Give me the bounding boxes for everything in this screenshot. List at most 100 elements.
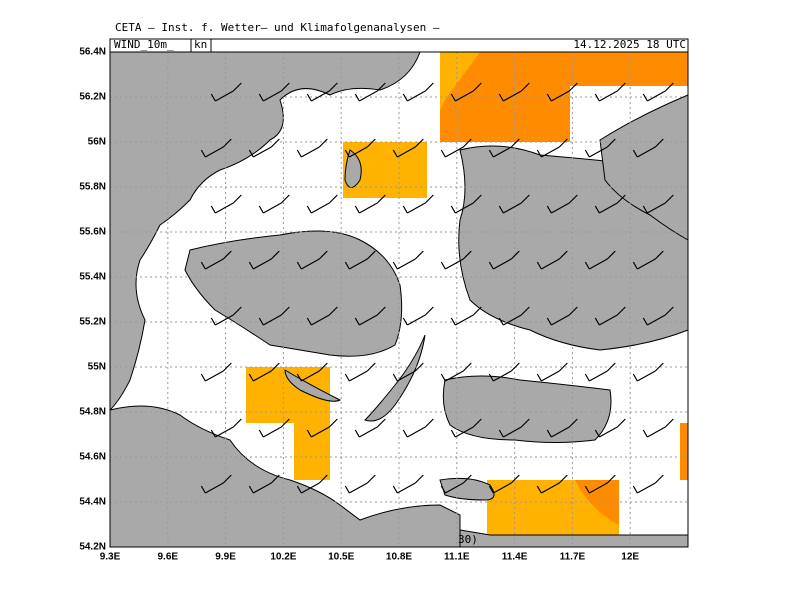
wind-barb <box>210 306 242 326</box>
wind-barb <box>344 474 376 494</box>
wind-barb <box>536 250 568 270</box>
wind-barb <box>498 418 530 438</box>
wind-barb <box>632 138 664 158</box>
wind-barb <box>210 82 242 102</box>
wind-barb <box>440 474 472 494</box>
wind-barb <box>642 306 674 326</box>
wind-barb <box>392 138 424 158</box>
wind-barb <box>450 194 482 214</box>
wind-barb <box>296 250 328 270</box>
wind-shade <box>570 52 688 86</box>
wind-barb <box>392 250 424 270</box>
lat-label: 55.8N <box>79 182 106 193</box>
wind-barb <box>488 362 520 382</box>
map-area <box>109 51 689 548</box>
wind-barb <box>642 418 674 438</box>
lat-label: 54.4N <box>79 497 106 508</box>
header-title: CETA – Inst. f. Wetter– und Klimafolgena… <box>115 21 440 34</box>
lon-label: 11.4E <box>502 552 528 563</box>
wind-barb <box>440 362 472 382</box>
wind-barb <box>200 362 232 382</box>
wind-barb <box>306 306 338 326</box>
wind-barb <box>258 194 290 214</box>
wind-barb <box>632 250 664 270</box>
wind-barb <box>632 362 664 382</box>
wind-barb <box>594 82 626 102</box>
wind-barb <box>402 194 434 214</box>
wind-barb <box>354 194 386 214</box>
wind-barb <box>248 362 280 382</box>
wind-barb <box>306 194 338 214</box>
wind-shade <box>294 423 330 480</box>
land-jutland <box>109 51 421 412</box>
wind-barb <box>258 418 290 438</box>
land-sweden <box>599 94 689 241</box>
lon-label: 9.6E <box>158 552 179 563</box>
wind-barb <box>584 474 616 494</box>
wind-barb <box>248 474 280 494</box>
wind-barb <box>354 82 386 102</box>
lon-label: 12E <box>621 552 639 563</box>
wind-barb <box>306 418 338 438</box>
lat-label: 54.8N <box>79 407 106 418</box>
grid <box>110 52 688 547</box>
wind-barb <box>354 306 386 326</box>
wind-barb <box>210 418 242 438</box>
lat-label: 56.4N <box>79 47 106 58</box>
datetime: 14.12.2025 18 UTC <box>573 38 686 51</box>
wind-barb <box>258 82 290 102</box>
wind-barb <box>642 82 674 102</box>
header-bar <box>109 38 689 53</box>
wind-barb <box>594 418 626 438</box>
wind-barb <box>248 138 280 158</box>
lon-label: 9.3E <box>100 552 121 563</box>
land-langeland <box>364 334 426 422</box>
wind-barb <box>536 474 568 494</box>
land-alsaeroe <box>284 369 342 402</box>
lat-label: 56.2N <box>79 92 106 103</box>
wind-barb <box>200 250 232 270</box>
wind-barb <box>488 250 520 270</box>
lon-label: 9.9E <box>215 552 236 563</box>
lat-label: 56N <box>88 137 106 148</box>
wind-barb <box>642 194 674 214</box>
wind-barb <box>546 82 578 102</box>
wind-barb <box>498 194 530 214</box>
lat-label: 54.2N <box>79 542 106 553</box>
wind-barb <box>488 474 520 494</box>
wind-barb <box>258 306 290 326</box>
wind-barb <box>248 250 280 270</box>
wind-barb <box>546 194 578 214</box>
wind-barb <box>498 306 530 326</box>
lat-label: 55.4N <box>79 272 106 283</box>
wind-barb <box>498 82 530 102</box>
land-fehmarn <box>439 477 495 501</box>
wind-barb <box>450 82 482 102</box>
wind-barb <box>488 138 520 158</box>
lon-label: 11.1E <box>444 552 470 563</box>
lat-label: 55N <box>88 362 106 373</box>
wind-barb <box>344 362 376 382</box>
wind-barbs <box>200 82 674 494</box>
lat-label: 55.6N <box>79 227 106 238</box>
wind-barb <box>306 82 338 102</box>
wind-barb <box>210 194 242 214</box>
lon-label: 10.5E <box>328 552 354 563</box>
wind-barb <box>584 138 616 158</box>
field-unit: kn <box>194 38 207 51</box>
wind-barb <box>200 474 232 494</box>
wind-barb <box>584 250 616 270</box>
wind-barb <box>594 194 626 214</box>
wind-barb <box>546 306 578 326</box>
wind-barb <box>354 418 386 438</box>
land-schleswig <box>109 405 461 548</box>
field-name: WIND_10m_ <box>114 38 174 51</box>
wind-barb <box>200 138 232 158</box>
wind-barb <box>296 362 328 382</box>
wind-barb <box>296 474 328 494</box>
wind-barb <box>344 250 376 270</box>
wind-barb <box>632 474 664 494</box>
lat-label: 55.2N <box>79 317 106 328</box>
wind-barb <box>296 138 328 158</box>
